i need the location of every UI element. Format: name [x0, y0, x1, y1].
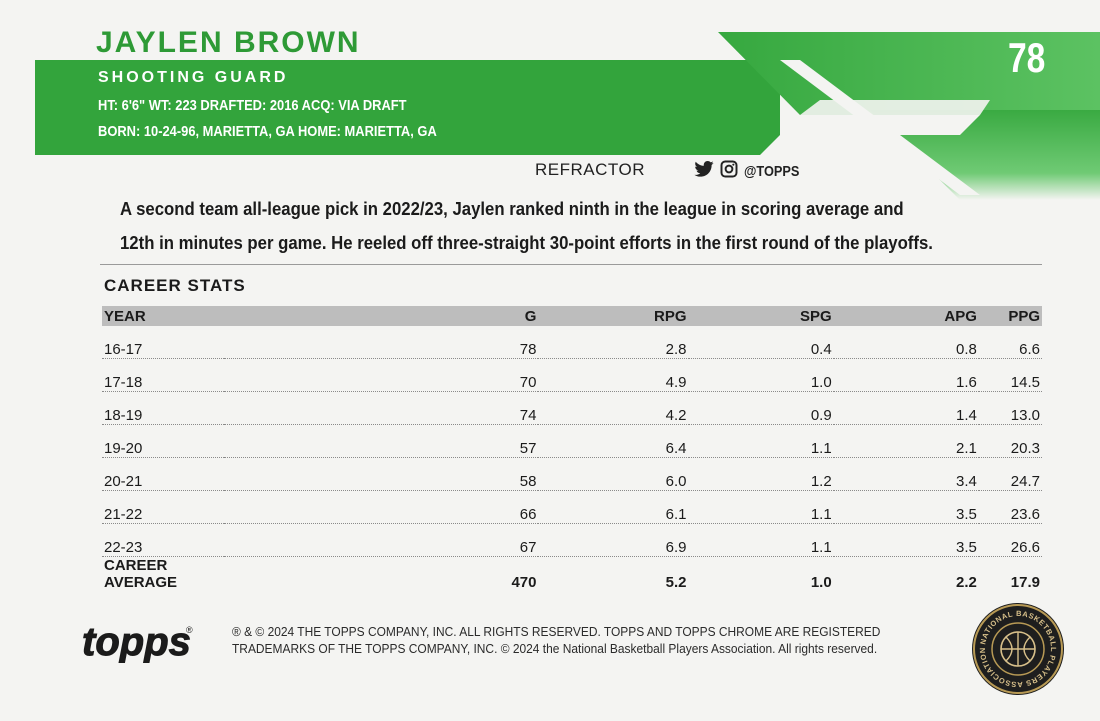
- career-stats-table: YEAR G RPG SPG APG PPG 16-17 78 2.8 0.4 …: [102, 306, 1042, 591]
- cell-g: 66: [224, 490, 539, 524]
- cell-ppg: 6.6: [978, 326, 1042, 359]
- instagram-icon: [720, 160, 738, 183]
- cell-year: 18-19: [102, 391, 225, 425]
- player-bio-line-2: BORN: 10-24-96, MARIETTA, GA HOME: MARIE…: [98, 123, 437, 140]
- cell-g: 67: [224, 523, 539, 557]
- career-average-row: CAREER AVERAGE 470 5.2 1.0 2.2 17.9: [102, 557, 1042, 591]
- cell-rpg: 4.9: [538, 358, 689, 392]
- card-number: 78: [1008, 34, 1046, 81]
- cell-rpg: 4.2: [538, 391, 689, 425]
- parallel-label: REFRACTOR: [535, 160, 645, 179]
- cell-apg: 1.4: [833, 391, 979, 425]
- table-row: 16-17 78 2.8 0.4 0.8 6.6: [102, 326, 1042, 359]
- legal-line-1: ® & © 2024 THE TOPPS COMPANY, INC. ALL R…: [232, 624, 881, 639]
- cell-year: 19-20: [102, 424, 225, 458]
- divider: [100, 264, 1042, 265]
- cell-spg: 0.4: [688, 326, 834, 359]
- table-row: 18-19 74 4.2 0.9 1.4 13.0: [102, 391, 1042, 425]
- table-row: 20-21 58 6.0 1.2 3.4 24.7: [102, 457, 1042, 491]
- cell-spg: 1.0: [810, 574, 832, 591]
- table-row: 19-20 57 6.4 1.1 2.1 20.3: [102, 424, 1042, 458]
- svg-text:®: ®: [186, 625, 193, 635]
- cell-g: 58: [224, 457, 539, 491]
- cell-apg: 2.1: [833, 424, 979, 458]
- cell-year: 21-22: [102, 490, 225, 524]
- cell-g: 57: [224, 424, 539, 458]
- cell-rpg: 6.1: [538, 490, 689, 524]
- col-header-ppg: PPG: [978, 306, 1042, 326]
- cell-ppg: 24.7: [978, 457, 1042, 491]
- col-header-rpg: RPG: [538, 306, 689, 326]
- cell-year: 17-18: [102, 358, 225, 392]
- col-header-g: G: [224, 306, 539, 326]
- header-band: [35, 32, 1100, 200]
- social-handles: @TOPPS: [694, 160, 809, 183]
- stats-header-row: YEAR G RPG SPG APG PPG: [102, 306, 1042, 326]
- col-header-spg: SPG: [688, 306, 834, 326]
- player-blurb: A second team all-league pick in 2022/23…: [120, 192, 1040, 260]
- player-name: JAYLEN BROWN: [96, 26, 361, 59]
- col-header-year: YEAR: [102, 306, 225, 326]
- col-header-apg: APG: [833, 306, 979, 326]
- cell-g: 470: [511, 574, 537, 591]
- nbpa-seal-icon: NATIONAL BASKETBALL PLAYERS ASSOCIATION: [970, 601, 1066, 702]
- cell-g: 74: [224, 391, 539, 425]
- cell-apg: 3.5: [833, 490, 979, 524]
- table-row: 22-23 67 6.9 1.1 3.5 26.6: [102, 523, 1042, 557]
- cell-g: 78: [224, 326, 539, 359]
- cell-rpg: 5.2: [665, 574, 687, 591]
- cell-apg: 2.2: [956, 574, 977, 591]
- cell-spg: 0.9: [688, 391, 834, 425]
- blurb-line-1: A second team all-league pick in 2022/23…: [120, 199, 904, 219]
- cell-rpg: 2.8: [538, 326, 689, 359]
- topps-logo: topps ®: [78, 617, 200, 668]
- blurb-line-2: 12th in minutes per game. He reeled off …: [120, 233, 933, 253]
- cell-ppg: 13.0: [978, 391, 1042, 425]
- cell-apg: 0.8: [833, 326, 979, 359]
- cell-apg: 1.6: [833, 358, 979, 392]
- table-row: 21-22 66 6.1 1.1 3.5 23.6: [102, 490, 1042, 524]
- cell-spg: 1.0: [688, 358, 834, 392]
- career-stats-title: CAREER STATS: [104, 276, 246, 295]
- cell-ppg: 14.5: [978, 358, 1042, 392]
- topps-logo-text: topps: [82, 620, 191, 663]
- cell-year: 22-23: [102, 523, 225, 557]
- cell-g: 70: [224, 358, 539, 392]
- player-bio-line-1: HT: 6'6" WT: 223 DRAFTED: 2016 ACQ: VIA …: [98, 97, 407, 114]
- cell-apg: 3.5: [833, 523, 979, 557]
- legal-line-2: TRADEMARKS OF THE TOPPS COMPANY, INC. © …: [232, 641, 878, 656]
- cell-spg: 1.1: [688, 523, 834, 557]
- cell-ppg: 20.3: [978, 424, 1042, 458]
- cell-ppg: 17.9: [1010, 574, 1040, 591]
- cell-rpg: 6.4: [538, 424, 689, 458]
- cell-rpg: 6.0: [538, 457, 689, 491]
- cell-rpg: 6.9: [538, 523, 689, 557]
- cell-spg: 1.2: [688, 457, 834, 491]
- cell-year: 20-21: [102, 457, 225, 491]
- cell-ppg: 23.6: [978, 490, 1042, 524]
- cell-year: 16-17: [102, 326, 225, 359]
- cell-average-label: CAREER AVERAGE: [104, 557, 178, 591]
- player-position: SHOOTING GUARD: [98, 69, 289, 86]
- cell-spg: 1.1: [688, 424, 834, 458]
- table-row: 17-18 70 4.9 1.0 1.6 14.5: [102, 358, 1042, 392]
- social-handle: @TOPPS: [744, 163, 800, 180]
- twitter-icon: [694, 161, 714, 182]
- cell-ppg: 26.6: [978, 523, 1042, 557]
- legal-text: ® & © 2024 THE TOPPS COMPANY, INC. ALL R…: [232, 623, 937, 657]
- cell-apg: 3.4: [833, 457, 979, 491]
- cell-spg: 1.1: [688, 490, 834, 524]
